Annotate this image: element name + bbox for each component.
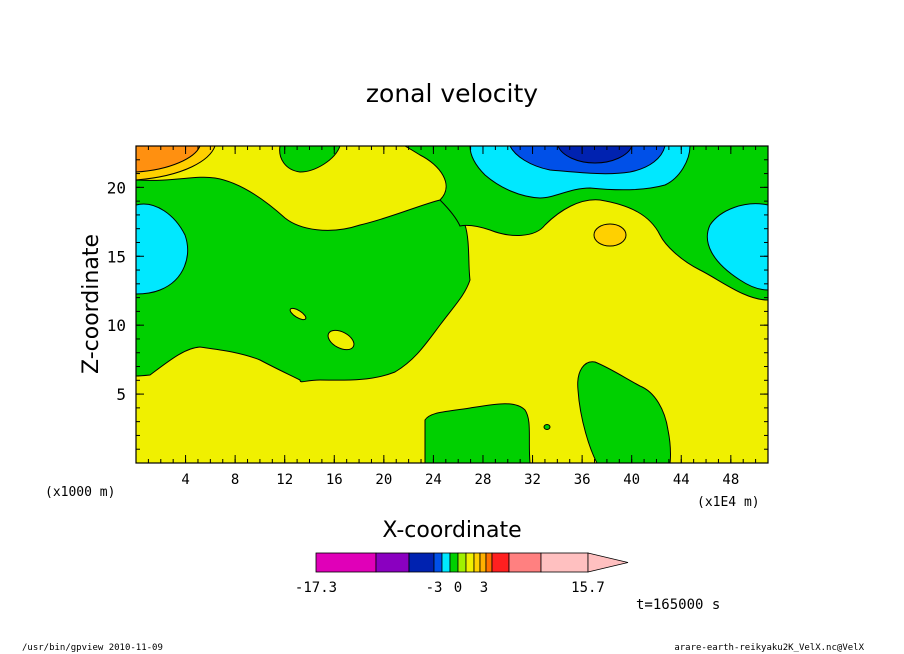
y-tick-label: 20 (107, 178, 126, 197)
chart-title: zonal velocity (366, 79, 538, 108)
x-tick-label: 40 (623, 472, 640, 488)
colorbar-tick-label: 3 (480, 580, 488, 596)
footer-right: arare-earth-reikyaku2K_VelX.nc@VelX (674, 643, 864, 653)
colorbar-cell (375, 552, 410, 573)
colorbar-tick-label: -17.3 (295, 580, 337, 596)
colorbar-cell (508, 552, 542, 573)
x-tick-label: 28 (475, 472, 492, 488)
colorbar-cell (408, 552, 435, 573)
colorbar-cell (449, 552, 459, 573)
colorbar-cell (457, 552, 467, 573)
colorbar-cell (433, 552, 443, 573)
colorbar-tick-label: 15.7 (571, 580, 605, 596)
contour-island-yellow-2 (289, 307, 307, 321)
x-axis: 4 8 12 16 20 24 28 32 36 40 44 48 (147, 146, 757, 488)
y-tick-label: 5 (116, 385, 126, 404)
colorbar-cell (473, 552, 481, 573)
x-tick-label: 44 (673, 472, 690, 488)
colorbar-cell (479, 552, 487, 573)
plot-area (135, 145, 769, 464)
contour-region-navy-top (557, 146, 633, 164)
x-unit-left: (x1000 m) (45, 485, 115, 500)
x-tick-label: 48 (722, 472, 739, 488)
x-tick-label: 12 (276, 472, 293, 488)
x-tick-label: 16 (326, 472, 343, 488)
contour-region-top-green-small (279, 146, 341, 173)
x-tick-label: 4 (181, 472, 189, 488)
y-axis-title: Z-coordinate (79, 234, 104, 374)
y-axis: 5 10 15 20 (107, 159, 768, 450)
contour-island-yellow-1 (327, 329, 355, 351)
colorbar-cell (315, 552, 377, 573)
time-annotation: t=165000 s (636, 597, 720, 613)
y-tick-label: 10 (107, 316, 126, 335)
contour-region-green-bottom-center (424, 403, 531, 463)
colorbar-cell (485, 552, 493, 573)
x-tick-label: 20 (375, 472, 392, 488)
x-tick-label: 8 (231, 472, 239, 488)
plot-frame (135, 145, 769, 464)
contour-region-cyan-left (136, 203, 189, 295)
colorbar-cell (465, 552, 475, 573)
y-tick-label: 15 (107, 247, 126, 266)
colorbar-tick-label: 0 (454, 580, 462, 596)
colorbar-cell (491, 552, 510, 573)
colorbar-cell (441, 552, 451, 573)
contour-region-top-left-orange (136, 146, 201, 173)
x-tick-label: 32 (524, 472, 541, 488)
x-unit-right: (x1E4 m) (697, 495, 760, 510)
colorbar-cell (540, 552, 589, 573)
x-axis-title: X-coordinate (382, 518, 521, 543)
contour-region-green-bottom-right (577, 361, 671, 463)
colorbar: -17.3 -3 0 3 15.7 (295, 552, 629, 596)
x-tick-label: 24 (425, 472, 442, 488)
footer-left: /usr/bin/gpview 2010-11-09 (22, 643, 163, 653)
contour-region-cyan-right (706, 203, 768, 291)
colorbar-extend-arrow (587, 552, 629, 573)
contour-island-green-dot (543, 424, 551, 430)
contour-region-green-main (136, 176, 471, 383)
x-tick-label: 36 (574, 472, 591, 488)
contour-region-green-top-right (403, 146, 768, 301)
contour-island-light-orange (593, 223, 627, 247)
colorbar-tick-label: -3 (426, 580, 443, 596)
